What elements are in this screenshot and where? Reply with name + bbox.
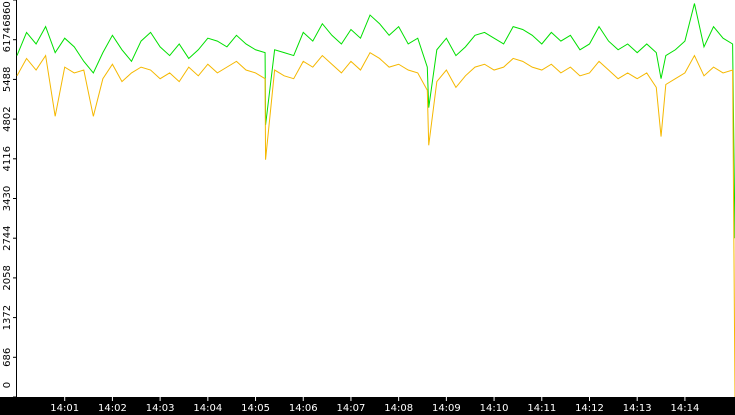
x-tick-label: 14:07 [337,403,366,414]
x-tick-label: 14:09 [432,403,461,414]
y-tick-label: 0 [2,382,13,388]
x-tick-label: 14:13 [623,403,652,414]
x-tick-label: 14:10 [480,403,509,414]
x-tick-label: 14:01 [50,403,79,414]
y-tick-label: 2744 [2,225,13,250]
y-tick-label: 686 [2,348,13,367]
x-tick-label: 14:03 [146,403,175,414]
y-tick-label: 1372 [2,305,13,330]
y-tick-label: 2058 [2,265,13,290]
x-tick-label: 14:06 [289,403,318,414]
x-tick-label: 14:04 [193,403,222,414]
x-axis-band [0,397,735,415]
series-line [16,3,735,239]
series-line [16,51,735,398]
y-tick-label: 3430 [2,186,13,211]
x-tick-label: 14:14 [670,403,699,414]
x-tick-label: 14:11 [527,403,556,414]
x-tick-label: 14:05 [241,403,270,414]
y-tick-label: 6174 [2,27,13,52]
x-tick-label: 14:02 [98,403,127,414]
y-tick-label: 4802 [2,106,13,131]
y-tick-label: 6860 [2,1,13,26]
x-tick-label: 14:12 [575,403,604,414]
y-tick-label: 5488 [2,67,13,92]
y-tick-label: 4116 [2,146,13,171]
x-tick-label: 14:08 [384,403,413,414]
